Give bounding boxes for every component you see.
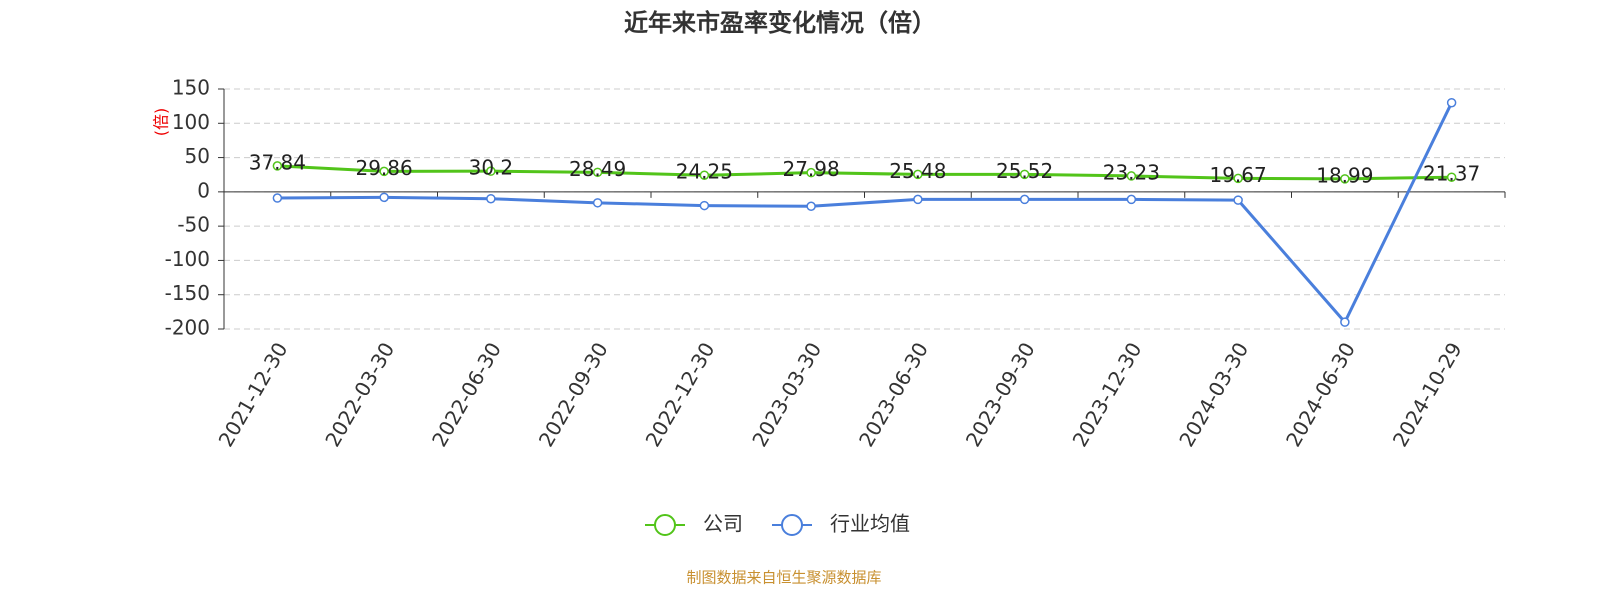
y-tick-label: -150 — [165, 281, 210, 305]
x-tick-label: 2024-03-30 — [1174, 338, 1253, 451]
y-tick-label: 0 — [197, 178, 210, 202]
x-tick-label: 2022-12-30 — [641, 338, 720, 451]
point — [272, 193, 283, 203]
data-label: 28.49 — [569, 157, 626, 181]
y-tick-label: -200 — [165, 316, 210, 340]
point — [272, 161, 283, 171]
legend-marker — [781, 514, 803, 536]
x-tick-label: 2023-12-30 — [1068, 338, 1147, 451]
chart-title: 近年来市盈率变化情况（倍） — [624, 9, 936, 37]
x-tick-label: 2022-09-30 — [534, 338, 613, 451]
data-label: 23.23 — [1103, 160, 1160, 184]
point — [592, 167, 603, 178]
point — [1126, 194, 1137, 205]
x-tick-label: 2023-03-30 — [747, 338, 826, 451]
legend-label: 公司 — [703, 512, 743, 536]
y-tick-label: -50 — [177, 213, 210, 237]
point — [1019, 169, 1030, 180]
point — [806, 201, 816, 212]
point — [806, 167, 816, 178]
point — [379, 166, 389, 177]
y-tick-label: 100 — [172, 110, 210, 134]
point — [699, 200, 710, 211]
point — [1233, 195, 1243, 205]
point — [913, 169, 923, 180]
series-line — [277, 102, 1453, 325]
point — [1446, 172, 1457, 182]
x-tick-label: 2022-03-30 — [320, 338, 399, 451]
data-label: 25.48 — [889, 159, 946, 183]
point — [699, 170, 710, 180]
x-tick-label: 2023-09-30 — [961, 338, 1040, 451]
data-label: 18.99 — [1316, 163, 1373, 187]
point — [486, 166, 496, 176]
x-tick-label: 2024-06-30 — [1281, 338, 1360, 451]
data-label: 30.2 — [469, 156, 514, 180]
y-tick-label: 50 — [185, 144, 210, 168]
point — [1446, 97, 1457, 108]
x-tick-label: 2022-06-30 — [427, 338, 506, 451]
x-tick-label: 2021-12-30 — [214, 338, 293, 451]
data-label: 25.52 — [996, 159, 1053, 183]
point — [1233, 173, 1243, 184]
data-label: 21.37 — [1423, 162, 1480, 186]
point — [379, 192, 389, 203]
point — [1019, 194, 1030, 205]
y-tick-label: -100 — [165, 247, 210, 271]
legend-label: 行业均值 — [830, 512, 910, 536]
point — [592, 198, 603, 208]
data-label: 19.67 — [1209, 163, 1266, 187]
source-note: 制图数据来自恒生聚源数据库 — [686, 569, 881, 587]
point — [1340, 174, 1350, 184]
point — [486, 193, 496, 204]
point — [1126, 171, 1137, 181]
legend-marker — [654, 514, 676, 536]
point — [1340, 317, 1350, 327]
y-axis-label: (倍) — [152, 108, 171, 137]
data-label: 37.84 — [249, 150, 306, 174]
legend: 公司 行业均值 — [645, 512, 910, 536]
data-label: 29.86 — [355, 156, 412, 180]
data-label: 24.25 — [676, 160, 733, 184]
y-tick-label: 150 — [172, 76, 210, 100]
data-label: 27.98 — [782, 157, 839, 181]
series-line — [277, 164, 1452, 181]
point — [913, 194, 923, 205]
x-tick-label: 2023-06-30 — [854, 338, 933, 451]
x-tick-label: 2024-10-29 — [1388, 338, 1467, 451]
